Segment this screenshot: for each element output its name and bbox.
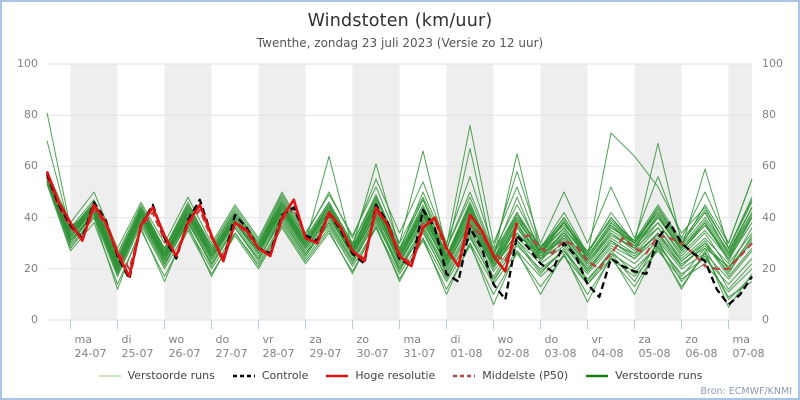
- x-axis-label: wo 26-07: [169, 333, 201, 361]
- ensemble-member-line: [46, 171, 753, 260]
- x-axis-label: zo 30-07: [357, 333, 389, 361]
- legend-label: Controle: [261, 369, 309, 382]
- y-axis-label: 40: [762, 210, 776, 224]
- ensemble-member-line: [46, 179, 753, 277]
- x-axis-date: 31-07: [403, 347, 436, 360]
- day-band: [728, 64, 752, 320]
- x-axis-label: vr 04-08: [592, 333, 624, 361]
- x-axis-day: ma: [403, 333, 421, 346]
- x-axis-day: di: [121, 333, 132, 346]
- x-axis-date: 24-07: [74, 347, 107, 360]
- x-axis-date: 29-07: [309, 347, 342, 360]
- x-axis-date: 01-08: [450, 347, 483, 360]
- x-axis-date: 03-08: [544, 347, 577, 360]
- x-axis-label: za 05-08: [639, 333, 671, 361]
- y-axis-label: 40: [24, 210, 38, 224]
- x-axis-day: zo: [685, 333, 699, 346]
- legend-label: Verstoorde runs: [615, 369, 703, 382]
- x-axis-day: do: [215, 333, 230, 346]
- x-axis-date: 28-07: [262, 347, 295, 360]
- legend-item: Controle: [232, 369, 309, 382]
- ensemble-member-line: [46, 181, 753, 308]
- legend-item: Hoge resolutie: [325, 369, 435, 382]
- x-axis-label: do 27-07: [216, 333, 248, 361]
- x-axis-day: vr: [591, 333, 603, 346]
- x-axis-label: vr 28-07: [263, 333, 295, 361]
- legend-swatch-line: [453, 374, 476, 377]
- x-axis-day: zo: [356, 333, 370, 346]
- x-axis-date: 25-07: [121, 347, 154, 360]
- x-axis-label: ma 31-07: [404, 333, 436, 361]
- x-axis-label: wo 02-08: [498, 333, 530, 361]
- x-axis-label: ma 07-08: [733, 333, 765, 361]
- x-axis-day: za: [309, 333, 323, 346]
- x-axis-label: do 03-08: [545, 333, 577, 361]
- legend-swatch-line: [326, 374, 349, 377]
- x-axis-day: di: [450, 333, 461, 346]
- y-axis-label: 60: [24, 159, 38, 173]
- y-axis-label: 60: [762, 159, 776, 173]
- x-axis-day: do: [544, 333, 559, 346]
- x-axis-date: 30-07: [356, 347, 389, 360]
- y-axis-label: 100: [17, 57, 38, 70]
- x-axis-day: ma: [732, 333, 750, 346]
- day-band: [352, 64, 400, 320]
- high-resolution-line: [45, 171, 519, 278]
- x-axis-date: 06-08: [685, 347, 718, 360]
- x-axis-date: 07-08: [732, 347, 765, 360]
- chart-legend: Verstoorde runs Controle Hoge resolutie Mid…: [2, 369, 798, 382]
- x-axis-day: wo: [168, 333, 185, 346]
- y-axis-label: 80: [24, 108, 38, 122]
- ensemble-member-line: [46, 179, 753, 298]
- legend-swatch-line: [98, 374, 121, 377]
- y-axis-label: 80: [762, 108, 776, 122]
- x-axis-label: di 01-08: [451, 333, 483, 361]
- source-credit: Bron: ECMWF/KNMI: [700, 386, 793, 397]
- legend-label: Middelste (P50): [482, 369, 569, 382]
- day-band: [634, 64, 682, 320]
- x-axis-label: di 25-07: [122, 333, 154, 361]
- x-axis-day: vr: [262, 333, 274, 346]
- legend-label: Verstoorde runs: [127, 369, 215, 382]
- legend-item: Middelste (P50): [452, 369, 568, 382]
- chart-subtitle: Twenthe, zondag 23 juli 2023 (Versie zo …: [256, 36, 544, 50]
- y-axis-label: 100: [762, 57, 783, 70]
- chart-header: Windstoten (km/uur) Twenthe, zondag 23 j…: [2, 2, 798, 50]
- legend-swatch-line: [232, 374, 255, 377]
- x-axis-date: 05-08: [638, 347, 671, 360]
- x-axis-label: ma 24-07: [75, 333, 107, 361]
- y-axis-label: 20: [24, 261, 38, 275]
- x-axis-day: wo: [497, 333, 514, 346]
- x-axis-label: zo 06-08: [686, 333, 718, 361]
- ensemble-member-line: [46, 181, 753, 290]
- x-axis-date: 04-08: [591, 347, 624, 360]
- y-axis-label: 20: [762, 261, 776, 275]
- ensemble-member-line: [46, 181, 753, 293]
- x-axis-date: 02-08: [497, 347, 530, 360]
- x-axis-date: 26-07: [168, 347, 201, 360]
- y-axis-label: 0: [762, 313, 769, 326]
- y-axis-label: 0: [31, 313, 38, 326]
- legend-swatch-line: [586, 374, 609, 377]
- x-axis-day: ma: [74, 333, 92, 346]
- chart-title: Windstoten (km/uur): [307, 11, 493, 31]
- x-axis-day: za: [638, 333, 652, 346]
- ensemble-member-line: [46, 184, 753, 300]
- day-band: [164, 64, 212, 320]
- legend-label: Hoge resolutie: [355, 369, 436, 382]
- x-axis-label: za 29-07: [310, 333, 342, 361]
- x-axis-date: 27-07: [215, 347, 248, 360]
- legend-item: Verstoorde runs: [585, 369, 702, 382]
- legend-item: Verstoorde runs: [98, 369, 215, 382]
